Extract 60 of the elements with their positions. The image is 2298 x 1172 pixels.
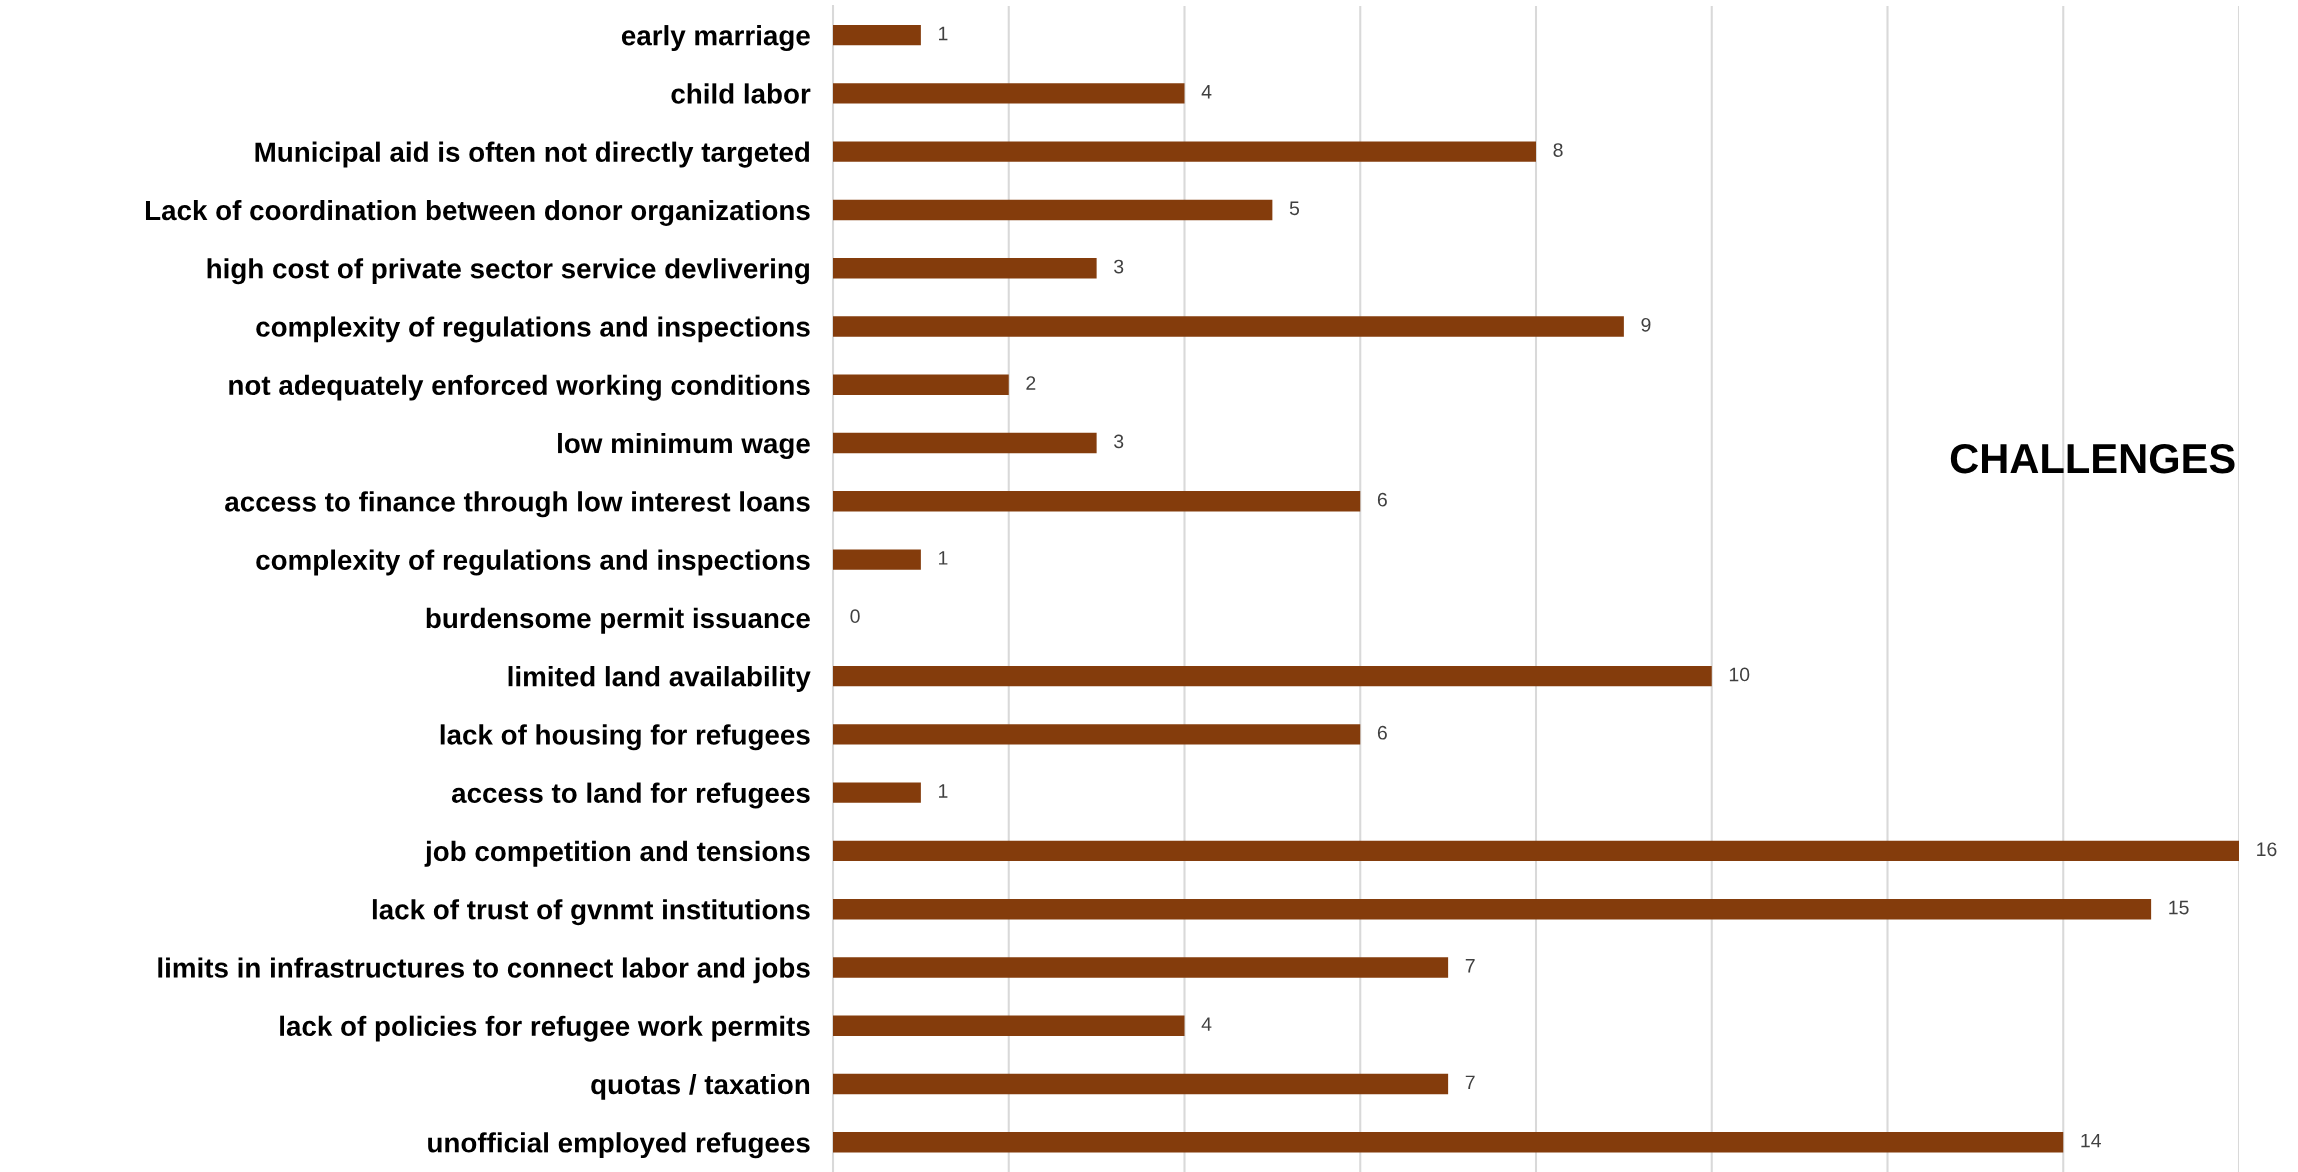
data-label: 8 xyxy=(1553,143,1563,157)
bar xyxy=(833,141,1536,162)
data-label: 7 xyxy=(1465,959,1475,973)
y-tick-label: high cost of private sector service devlivering xyxy=(207,258,809,285)
y-tick-label: Lack of coordination between donor organizations xyxy=(145,199,810,226)
bar xyxy=(833,782,921,803)
data-label: 6 xyxy=(1377,492,1387,507)
data-label: 1 xyxy=(939,26,948,41)
y-tick-label: lack of trust of gvnmt institutions xyxy=(372,899,810,926)
bar xyxy=(833,432,1097,454)
bar xyxy=(833,374,1009,395)
bar xyxy=(833,899,2152,920)
y-tick-label: early marriage xyxy=(621,25,810,52)
data-label: 1 xyxy=(939,784,948,798)
y-tick-label: limits in infrastructures to connect labor and jobs xyxy=(158,957,810,984)
bar xyxy=(833,1015,1185,1036)
bar xyxy=(833,840,2239,862)
data-label: 10 xyxy=(1729,667,1750,682)
data-label: 7 xyxy=(1465,1075,1475,1090)
data-label: 2 xyxy=(1026,376,1036,390)
bar xyxy=(833,199,1273,221)
y-tick-label: quotas / taxation xyxy=(591,1073,810,1100)
bar xyxy=(833,549,921,570)
y-tick-label: low minimum wage xyxy=(558,432,810,459)
y-tick-label: access to land for refugees xyxy=(451,782,810,809)
y-tick-label: limited land availability xyxy=(508,666,811,692)
data-label: 4 xyxy=(1201,85,1212,99)
bar xyxy=(833,665,1712,687)
y-tick-label: complexity of regulations and inspections xyxy=(256,316,810,343)
y-tick-label: lack of policies for refugee work permits xyxy=(280,1015,810,1042)
bar xyxy=(833,491,1361,512)
y-tick-label: complexity of regulations and inspections xyxy=(256,549,810,576)
data-label: 3 xyxy=(1114,434,1124,449)
bar xyxy=(833,24,921,46)
bar xyxy=(833,316,1624,337)
y-tick-label: unofficial employed refugees xyxy=(428,1132,810,1159)
y-tick-label: burdensome permit issuance xyxy=(426,607,810,634)
data-label: 0 xyxy=(850,609,860,624)
y-tick-label: child labor xyxy=(671,83,811,104)
y-tick-label: access to finance through low interest loans xyxy=(225,491,810,518)
bar xyxy=(833,724,1361,745)
data-label: 5 xyxy=(1289,201,1300,216)
data-label: 4 xyxy=(1201,1017,1212,1031)
data-label: 3 xyxy=(1114,259,1124,274)
bar xyxy=(833,1073,1449,1095)
text: CHALLENGES xyxy=(1950,443,2235,474)
y-tick-label: job competition and tensions xyxy=(424,840,810,867)
bar xyxy=(833,1132,2064,1153)
y-tick-label: Municipal aid is often not directly targeted xyxy=(255,141,809,168)
data-label: 1 xyxy=(939,551,948,565)
data-label: 6 xyxy=(1377,725,1387,740)
y-tick-label: not adequately enforced working conditions xyxy=(229,374,810,401)
bar xyxy=(833,83,1185,104)
data-label: 14 xyxy=(2081,1133,2101,1148)
bar xyxy=(833,258,1097,279)
bar xyxy=(833,957,1449,978)
data-label: 16 xyxy=(2257,842,2277,857)
y-tick-label: lack of housing for refugees xyxy=(440,724,810,751)
data-label: 15 xyxy=(2169,900,2189,915)
data-label: 9 xyxy=(1641,317,1651,332)
